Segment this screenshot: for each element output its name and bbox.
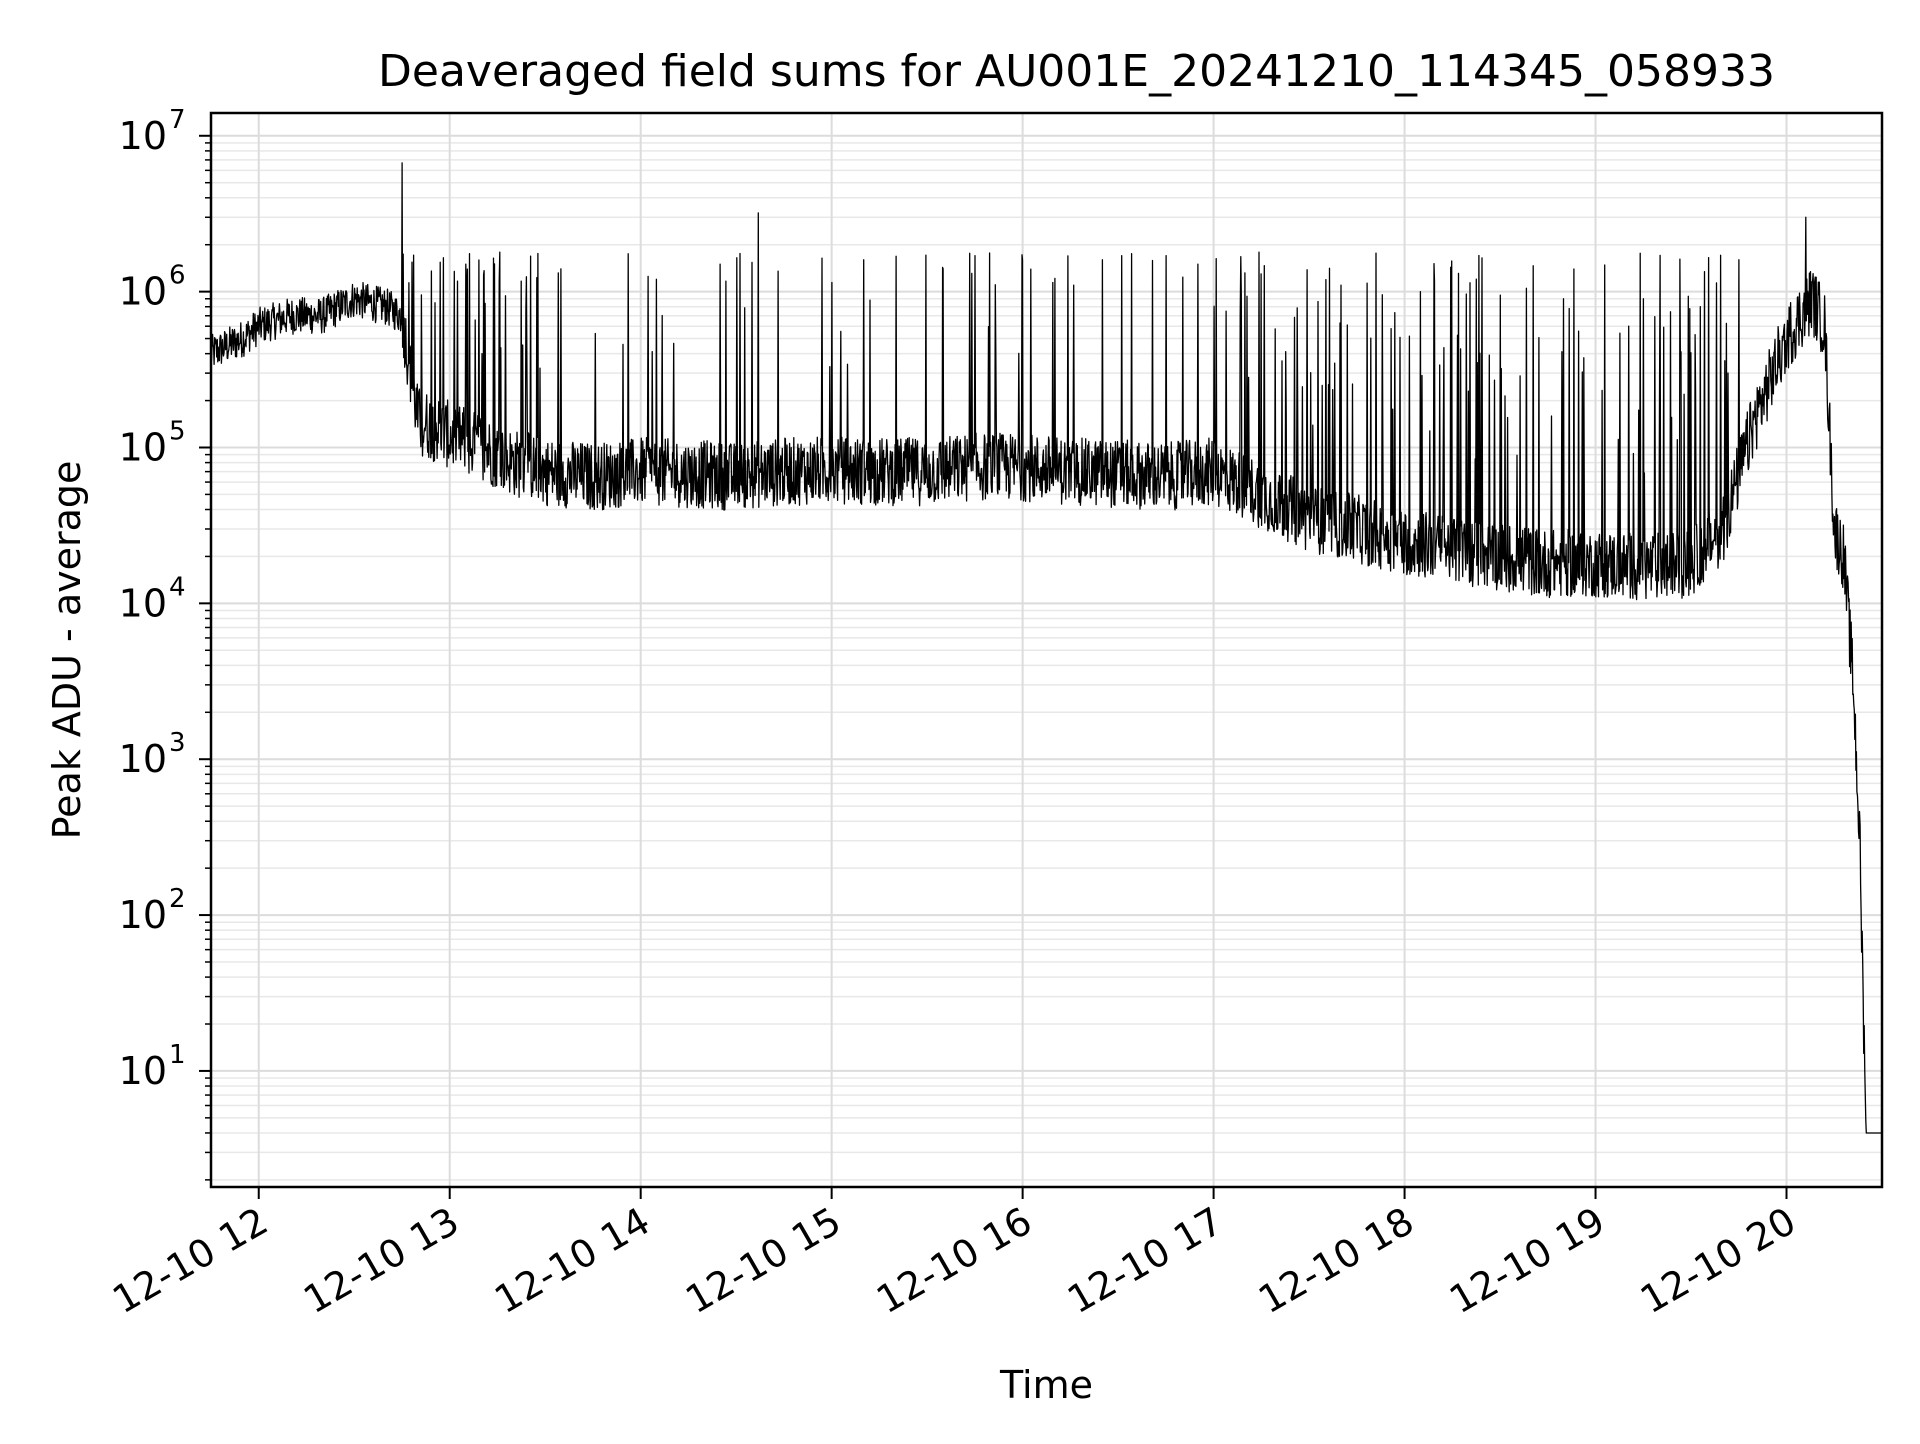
y-tick-exponent: 4 [169,572,186,602]
y-tick-exponent: 6 [169,261,186,291]
y-tick-label: 10 [119,893,167,937]
y-tick-label: 10 [119,425,167,469]
y-tick-base: 10 [119,893,167,937]
y-tick-label: 10 [119,114,167,158]
y-tick-label: 10 [119,270,167,314]
series-line [210,162,1883,1134]
grid-lines [211,113,1882,1187]
y-tick-label: 10 [119,737,167,781]
y-tick-exponent: 1 [169,1040,186,1070]
y-tick-base: 10 [119,114,167,158]
y-tick-base: 10 [119,581,167,625]
y-tick-exponent: 7 [169,105,186,135]
y-tick-label: 10 [119,581,167,625]
y-tick-exponent: 5 [169,416,186,446]
y-tick-exponent: 2 [169,884,186,914]
y-tick-base: 10 [119,1049,167,1093]
y-tick-base: 10 [119,270,167,314]
y-tick-base: 10 [119,425,167,469]
x-axis-label: Time [999,1363,1093,1407]
y-tick-base: 10 [119,737,167,781]
y-tick-label: 10 [119,1049,167,1093]
y-tick-exponent: 3 [169,728,186,758]
plot-series-group [210,162,1883,1134]
y-axis-label: Peak ADU - average [45,461,89,840]
chart-title: Deaveraged field sums for AU001E_2024121… [378,46,1775,97]
